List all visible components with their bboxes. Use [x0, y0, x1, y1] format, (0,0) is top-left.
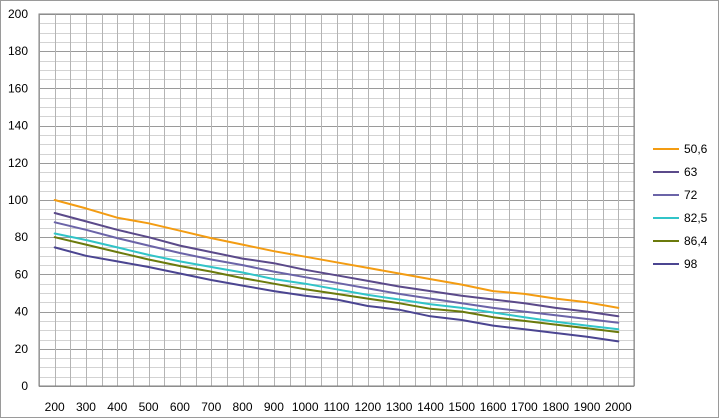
x-tick-label: 1000 — [292, 400, 319, 414]
x-tick-label: 1400 — [417, 400, 444, 414]
x-tick-label: 1800 — [542, 400, 569, 414]
series-line — [53, 236, 620, 334]
y-tick-label: 180 — [8, 44, 28, 58]
x-tick-label: 1100 — [324, 400, 350, 414]
legend-label: 72 — [684, 188, 698, 202]
y-tick-label: 140 — [8, 119, 28, 133]
legend-label: 98 — [684, 257, 698, 271]
legend-label: 63 — [684, 165, 698, 179]
x-tick-label: 1300 — [386, 400, 413, 414]
plot-area-border — [38, 13, 635, 387]
series-line — [53, 212, 620, 318]
y-tick-label: 120 — [8, 156, 28, 170]
x-tick-label: 700 — [201, 400, 221, 414]
x-axis-ticks: 200 300 400 500 600 700 800 900 1000 1100 1200 1300… — [45, 400, 632, 414]
x-tick-label: 900 — [264, 400, 284, 414]
x-tick-label: 500 — [139, 400, 159, 414]
y-tick-label: 80 — [15, 230, 29, 244]
y-tick-label: 40 — [15, 305, 29, 319]
y-axis-ticks: 0 20 40 60 80 100 120 140 160 180 200 — [8, 7, 28, 393]
x-tick-label: 1600 — [480, 400, 507, 414]
x-tick-label: 300 — [76, 400, 96, 414]
x-tick-label: 200 — [45, 400, 65, 414]
series-line — [53, 246, 620, 343]
series-line — [53, 199, 620, 309]
series-lines — [53, 199, 620, 343]
legend-label: 86,4 — [684, 234, 708, 248]
y-tick-label: 160 — [8, 81, 28, 95]
legend-label: 50,6 — [684, 142, 708, 156]
x-tick-label: 400 — [107, 400, 127, 414]
x-tick-label: 2000 — [605, 400, 632, 414]
x-tick-label: 1900 — [574, 400, 601, 414]
x-tick-label: 1500 — [448, 400, 475, 414]
y-tick-label: 100 — [8, 193, 28, 207]
legend: 50,6 63 72 82,5 86,4 98 — [653, 142, 708, 271]
grid-lines — [39, 14, 635, 387]
legend-label: 82,5 — [684, 211, 708, 225]
x-tick-label: 800 — [233, 400, 253, 414]
series-line — [53, 221, 620, 324]
y-tick-label: 0 — [21, 379, 28, 393]
x-tick-label: 1700 — [511, 400, 538, 414]
series-line — [53, 232, 620, 331]
y-tick-label: 20 — [15, 342, 29, 356]
x-tick-label: 1200 — [354, 400, 381, 414]
y-tick-label: 60 — [15, 267, 29, 281]
x-tick-label: 600 — [170, 400, 190, 414]
y-tick-label: 200 — [8, 7, 28, 21]
